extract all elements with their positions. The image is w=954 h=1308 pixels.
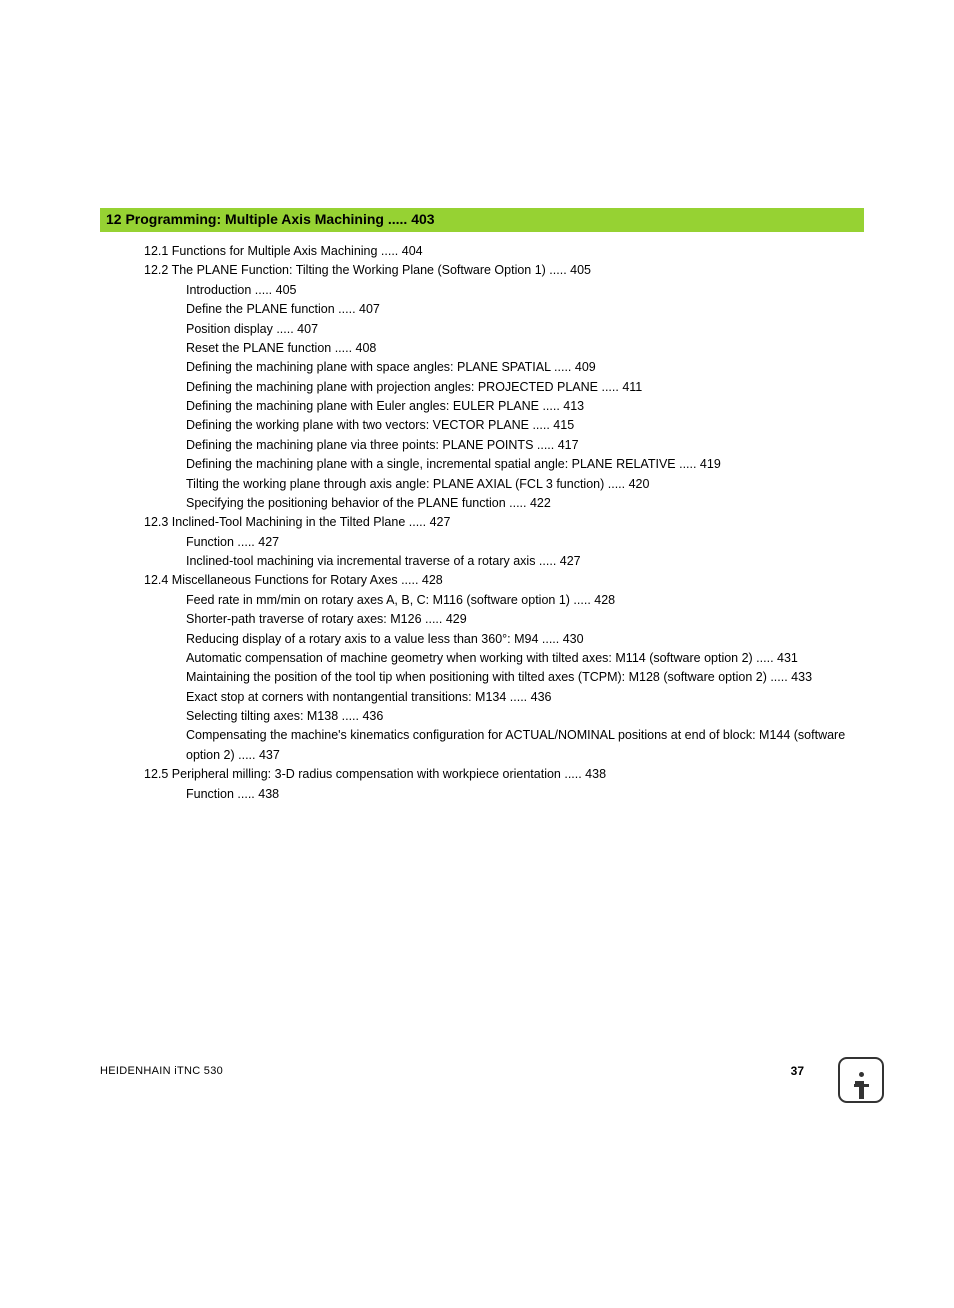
toc-entry: Define the PLANE function ..... 407 <box>186 300 864 319</box>
footer-page-number: 37 <box>791 1064 804 1078</box>
toc-entry: Defining the machining plane with projec… <box>186 378 864 397</box>
toc-entry: Tilting the working plane through axis a… <box>186 475 864 494</box>
toc-entry: Reset the PLANE function ..... 408 <box>186 339 864 358</box>
toc-entry: Defining the machining plane via three p… <box>186 436 864 455</box>
toc-entry: Defining the working plane with two vect… <box>186 416 864 435</box>
footer-product-name: HEIDENHAIN iTNC 530 <box>100 1065 223 1077</box>
toc-entry: Shorter-path traverse of rotary axes: M1… <box>186 610 864 629</box>
toc-entry: Position display ..... 407 <box>186 320 864 339</box>
toc-entry: Specifying the positioning behavior of t… <box>186 494 864 513</box>
page-content: 12 Programming: Multiple Axis Machining … <box>0 0 954 804</box>
toc-entry: Compensating the machine's kinematics co… <box>186 726 864 765</box>
toc-entry: Defining the machining plane with Euler … <box>186 397 864 416</box>
toc-entry: 12.5 Peripheral milling: 3-D radius comp… <box>144 765 864 784</box>
toc-entry: Defining the machining plane with space … <box>186 358 864 377</box>
toc-entry: Introduction ..... 405 <box>186 281 864 300</box>
toc-entry: Selecting tilting axes: M138 ..... 436 <box>186 707 864 726</box>
toc-entry: 12.1 Functions for Multiple Axis Machini… <box>144 242 864 261</box>
chapter-heading-bar: 12 Programming: Multiple Axis Machining … <box>100 208 864 232</box>
toc-entry: Inclined-tool machining via incremental … <box>186 552 864 571</box>
toc-entry: Feed rate in mm/min on rotary axes A, B,… <box>186 591 864 610</box>
info-icon <box>838 1057 884 1103</box>
toc-list: 12.1 Functions for Multiple Axis Machini… <box>100 242 864 804</box>
toc-entry: Defining the machining plane with a sing… <box>186 455 864 474</box>
page-footer: HEIDENHAIN iTNC 530 37 <box>100 1064 864 1078</box>
toc-entry: Function ..... 438 <box>186 785 864 804</box>
toc-entry: 12.3 Inclined-Tool Machining in the Tilt… <box>144 513 864 532</box>
toc-entry: Exact stop at corners with nontangential… <box>186 688 864 707</box>
chapter-title: 12 Programming: Multiple Axis Machining … <box>106 211 435 227</box>
toc-entry: 12.4 Miscellaneous Functions for Rotary … <box>144 571 864 590</box>
toc-entry: Maintaining the position of the tool tip… <box>186 668 864 687</box>
toc-entry: 12.2 The PLANE Function: Tilting the Wor… <box>144 261 864 280</box>
toc-entry: Reducing display of a rotary axis to a v… <box>186 630 864 649</box>
toc-entry: Function ..... 427 <box>186 533 864 552</box>
toc-entry: Automatic compensation of machine geomet… <box>186 649 864 668</box>
